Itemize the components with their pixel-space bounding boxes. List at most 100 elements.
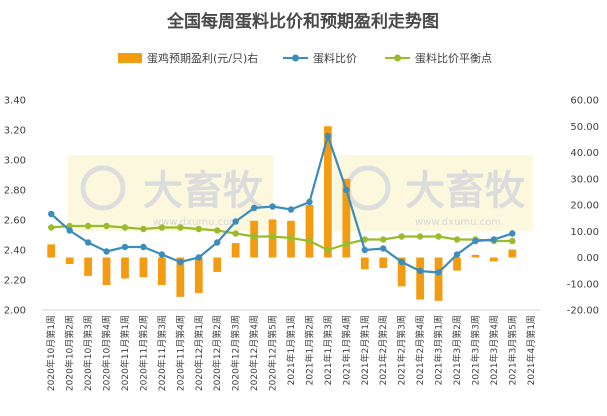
point-ratio xyxy=(416,267,424,275)
point-balance xyxy=(195,225,202,233)
x-tick-label: 2021年2月第1周 xyxy=(359,315,371,385)
x-tick-label: 2020年11月第4周 xyxy=(174,315,186,391)
profit-bar xyxy=(324,126,332,258)
y-right-tick-label: 40.00 xyxy=(570,148,599,159)
profit-bar xyxy=(231,243,240,258)
x-tick-label: 2021年1月第1周 xyxy=(285,315,297,385)
profit-bar xyxy=(453,257,461,271)
legend-label-ratio: 蛋料比价 xyxy=(313,51,357,65)
x-tick-label: 2020年10月第3周 xyxy=(82,315,94,391)
x-tick-label: 2021年3月第3周 xyxy=(469,315,481,385)
point-ratio xyxy=(343,186,350,194)
point-balance xyxy=(306,237,313,245)
point-balance xyxy=(398,233,405,240)
y-right-tick-label: 30.00 xyxy=(570,174,599,185)
profit-bar xyxy=(194,257,203,293)
profit-bar xyxy=(121,257,129,279)
point-balance xyxy=(84,222,92,230)
chart-title: 全国每周蛋料比价和预期盈利走势图 xyxy=(166,11,439,32)
point-balance xyxy=(287,234,295,242)
x-tick-label: 2020年12月第1周 xyxy=(193,315,205,391)
y-left-tick-label: 3.20 xyxy=(4,126,26,137)
watermark-logo-left xyxy=(80,165,126,211)
point-ratio xyxy=(380,245,387,252)
y-axis-left: 2.00 2.20 2.40 2.60 2.80 3.00 3.20 3.40 xyxy=(4,96,26,317)
legend-swatch-bar xyxy=(118,53,142,63)
x-tick-label: 2020年12月第4周 xyxy=(248,315,260,391)
profit-bar xyxy=(102,257,111,286)
point-balance xyxy=(158,224,166,231)
y-left-tick-label: 3.40 xyxy=(4,96,26,107)
point-balance xyxy=(380,236,387,243)
y-right-tick-label: 10.00 xyxy=(570,227,599,238)
profit-bar xyxy=(397,257,406,287)
point-ratio xyxy=(121,243,129,251)
y-left-tick-label: 2.60 xyxy=(4,216,26,227)
point-ratio xyxy=(66,227,73,234)
point-ratio xyxy=(103,248,110,255)
y-right-tick-label: 20.00 xyxy=(570,201,599,212)
y-left-tick-label: 2.80 xyxy=(4,186,26,197)
x-tick-label: 2021年3月第5周 xyxy=(506,315,518,385)
point-ratio xyxy=(214,239,221,246)
x-tick-label: 2021年1月第4周 xyxy=(340,315,352,385)
point-balance xyxy=(435,233,442,240)
x-tick-label: 2020年12月第5周 xyxy=(267,315,279,391)
legend-swatch-marker-ratio xyxy=(292,54,299,62)
point-ratio xyxy=(177,258,184,266)
watermark: 大畜牧 www.dxumu.com 大畜牧 www.dxumu.com xyxy=(68,155,533,231)
point-balance xyxy=(416,233,424,240)
profit-bar xyxy=(434,257,443,301)
point-ratio xyxy=(48,210,55,218)
watermark-url-left: www.dxumu.com xyxy=(153,217,239,228)
x-tick-label: 2021年1月第2周 xyxy=(303,315,315,385)
point-ratio xyxy=(84,239,92,246)
point-balance xyxy=(269,233,276,240)
x-tick-label: 2020年11月第2周 xyxy=(137,315,149,391)
legend: 蛋鸡预期盈利(元/只)右 蛋料比价 蛋料比价平衡点 xyxy=(118,51,492,65)
line-series xyxy=(48,132,516,276)
point-ratio xyxy=(324,132,332,140)
y-right-tick-label: -10.00 xyxy=(567,279,599,290)
legend-label-balance: 蛋料比价平衡点 xyxy=(415,51,492,65)
point-ratio xyxy=(398,258,405,266)
y-left-tick-label: 3.00 xyxy=(4,156,26,167)
profit-bar xyxy=(84,257,92,276)
point-balance xyxy=(232,230,239,237)
point-ratio xyxy=(472,237,479,245)
x-tick-label: 2020年10月第2周 xyxy=(64,315,76,391)
profit-bar xyxy=(508,249,517,258)
point-balance xyxy=(121,224,129,231)
watermark-url-right: www.dxumu.com xyxy=(415,217,501,228)
point-ratio xyxy=(250,204,258,212)
x-tick-label: 2021年3月第1周 xyxy=(433,315,445,385)
point-ratio xyxy=(140,243,147,251)
x-tick-label: 2020年10月第4周 xyxy=(101,315,113,391)
y-left-tick-label: 2.40 xyxy=(4,246,26,257)
x-tick-label: 2021年1月第3周 xyxy=(322,315,334,385)
y-axis-right: -20.00 -10.00 0.00 10.00 20.00 30.00 40.00 50.0… xyxy=(567,96,599,317)
point-balance xyxy=(343,240,350,248)
point-ratio xyxy=(287,206,295,213)
y-right-tick-label: 60.00 xyxy=(570,96,599,107)
profit-bar xyxy=(490,257,498,262)
profit-bar xyxy=(342,178,351,258)
point-balance xyxy=(250,233,258,240)
x-tick-label: 2020年12月第3周 xyxy=(230,315,242,391)
point-ratio xyxy=(232,218,239,225)
legend-swatch-marker-balance xyxy=(394,54,401,62)
point-ratio xyxy=(453,251,461,258)
profit-bar xyxy=(47,244,56,258)
point-ratio xyxy=(361,246,368,254)
watermark-brand-right: 大畜牧 xyxy=(405,168,526,214)
x-tick-label: 2021年4月第1周 xyxy=(525,315,537,385)
point-ratio xyxy=(158,251,166,258)
x-tick-label: 2020年11月第3周 xyxy=(156,315,168,391)
x-tick-label: 2021年2月第4周 xyxy=(414,315,426,385)
point-balance xyxy=(103,222,110,230)
profit-bar xyxy=(416,257,424,300)
y-left-tick-label: 2.20 xyxy=(4,276,26,287)
y-right-tick-label: -20.00 xyxy=(567,306,599,317)
